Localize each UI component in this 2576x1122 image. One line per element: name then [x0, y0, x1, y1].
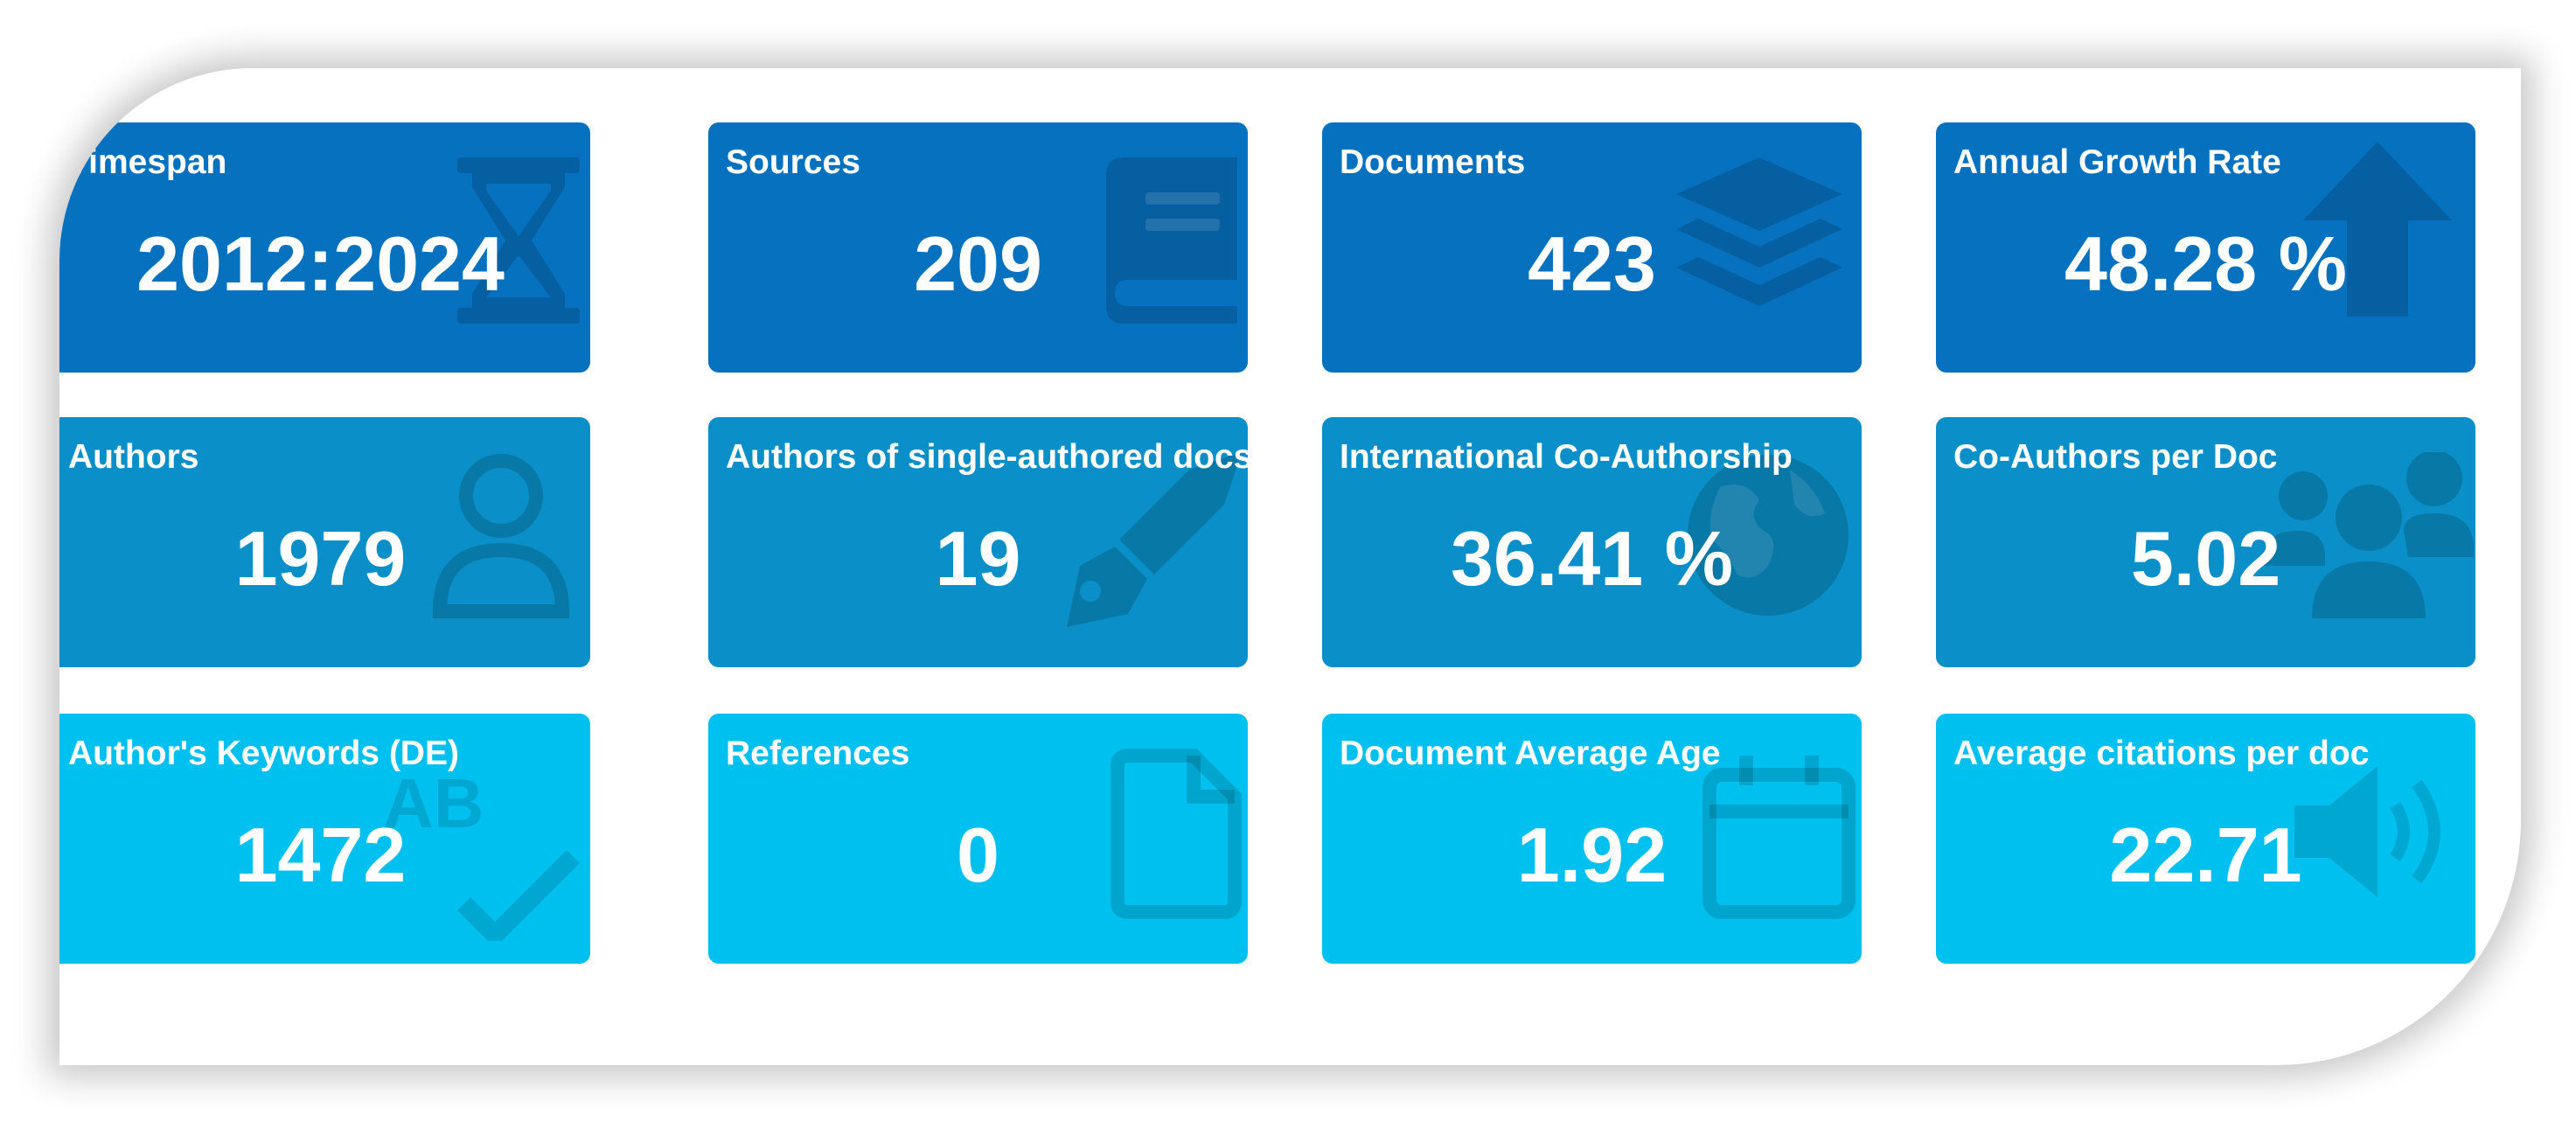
globe-icon — [1685, 452, 1851, 618]
card-value: 0 — [957, 812, 999, 898]
card-value: 1.92 — [1516, 812, 1667, 898]
card-co-authors-per-doc: Co-Authors per Doc 5.02 — [1936, 417, 2475, 667]
book-icon — [1089, 157, 1248, 324]
card-value: 209 — [914, 220, 1042, 307]
card-value: 19 — [935, 515, 1021, 602]
card-value: 22.71 — [2109, 812, 2302, 898]
card-authors-single-authored: Authors of single-authored docs 19 — [708, 417, 1248, 667]
hourglass-icon — [453, 157, 584, 324]
card-average-citations-per-doc: Average citations per doc 22.71 — [1936, 714, 2475, 964]
pen-nib-icon — [1067, 452, 1242, 627]
card-value: 5.02 — [2130, 515, 2281, 602]
card-label: Authors — [68, 438, 199, 476]
card-value: 1979 — [234, 515, 407, 602]
card-sources: Sources 209 — [708, 122, 1248, 373]
card-authors: Authors 1979 — [59, 417, 590, 667]
card-label: Annual Growth Rate — [1953, 143, 2281, 181]
card-label: Author's Keywords (DE) — [68, 735, 459, 772]
arrow-up-icon — [2303, 142, 2452, 317]
spell-check-icon: AB — [383, 766, 584, 941]
card-international-co-authorship: International Co-Authorship 36.41 % — [1322, 417, 1862, 667]
card-timespan: Timespan 2012:2024 — [59, 122, 590, 373]
card-label: Document Average Age — [1340, 735, 1721, 772]
card-label: Authors of single-authored docs — [726, 438, 1248, 476]
card-label: Sources — [726, 143, 860, 181]
card-document-average-age: Document Average Age 1.92 — [1322, 714, 1862, 964]
card-value: 48.28 % — [2064, 220, 2347, 307]
card-label: Timespan — [68, 143, 227, 181]
file-icon — [1110, 749, 1242, 919]
summary-panel: Timespan 2012:2024 Sources 209 — [59, 68, 2521, 1065]
layers-icon — [1672, 157, 1847, 324]
card-documents: Documents 423 — [1322, 122, 1862, 373]
svg-text:AB: AB — [383, 766, 484, 842]
card-label: Documents — [1340, 143, 1526, 181]
card-references: References 0 — [708, 714, 1248, 964]
card-value: 36.41 % — [1451, 515, 1733, 602]
card-annual-growth-rate: Annual Growth Rate 48.28 % — [1936, 122, 2475, 373]
calendar-icon — [1702, 749, 1855, 919]
card-label: International Co-Authorship — [1340, 438, 1793, 476]
card-label: References — [726, 735, 910, 772]
card-value: 423 — [1528, 220, 1656, 307]
card-label: Co-Authors per Doc — [1953, 438, 2278, 476]
user-icon — [431, 452, 571, 618]
card-value: 2012:2024 — [136, 220, 505, 307]
card-authors-keywords: AB Author's Keywords (DE) 1472 — [59, 714, 590, 964]
volume-icon — [2294, 757, 2461, 906]
users-icon — [2264, 452, 2474, 618]
card-label: Average citations per doc — [1953, 735, 2370, 772]
card-value: 1472 — [234, 812, 407, 898]
